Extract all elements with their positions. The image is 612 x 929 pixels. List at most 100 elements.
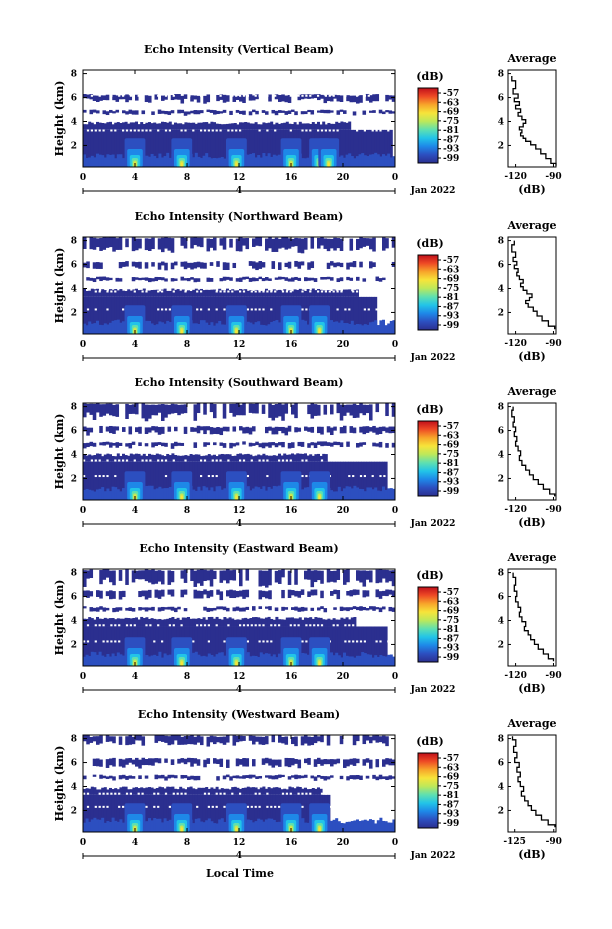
echo-band: [148, 656, 151, 666]
echo-patch: [326, 442, 331, 446]
gap-dot: [215, 308, 218, 311]
echo-patch: [369, 404, 373, 421]
echo-patch: [346, 404, 350, 413]
gap-dot: [106, 308, 109, 311]
gap-dot: [215, 792, 218, 795]
y-tick-label: 8: [71, 403, 77, 413]
echo-patch: [135, 757, 139, 767]
echo-patch: [245, 237, 250, 250]
echo-patch: [326, 569, 331, 583]
echo-cell: [301, 619, 305, 627]
echo-cell: [210, 616, 214, 627]
echo-patch: [369, 736, 373, 744]
echo-cell: [220, 461, 224, 500]
echo-cell: [122, 626, 125, 666]
echo-cell: [291, 291, 294, 297]
echo-cell: [283, 289, 287, 297]
echo-patch: [135, 735, 139, 741]
echo-patch: [307, 569, 311, 580]
echo-cell: [116, 453, 120, 462]
echo-patch: [193, 278, 198, 283]
echo-cell: [116, 794, 120, 832]
colorbar-unit: (dB): [416, 569, 443, 582]
echo-patch: [118, 758, 123, 767]
echo-patch: [141, 570, 146, 580]
gap-dot: [133, 601, 136, 604]
echo-patch: [118, 736, 123, 745]
echo-band: [166, 655, 170, 666]
gap-dot: [301, 792, 304, 795]
echo-patch: [248, 403, 253, 413]
echo-patch: [177, 758, 181, 764]
gap-dot: [356, 257, 359, 260]
echo-cell: [114, 794, 118, 832]
echo-patch: [248, 774, 253, 779]
echo-patch: [200, 237, 204, 248]
gap-dot: [363, 118, 366, 121]
gap-dot: [94, 435, 97, 438]
echo-patch: [248, 442, 253, 447]
echo-patch: [268, 403, 272, 418]
gap-dot: [285, 769, 288, 772]
echo-cell: [265, 296, 268, 334]
echo-cell: [106, 129, 110, 167]
y-axis-label: Height (km): [53, 580, 66, 656]
echo-patch: [255, 94, 259, 100]
echo-patch: [388, 775, 393, 780]
echo-band: [384, 489, 388, 500]
colorbar-tick-label: -81: [443, 293, 459, 303]
echo-cell: [197, 794, 201, 832]
echo-cell: [275, 455, 279, 462]
echo-patch: [148, 277, 152, 283]
echo-cell: [127, 455, 131, 462]
colorbar-tick-label: -63: [443, 431, 459, 441]
echo-band: [267, 153, 271, 167]
echo-patch: [154, 589, 159, 598]
echo-band: [371, 154, 375, 167]
gap-dot: [184, 612, 187, 615]
echo-patch: [180, 442, 185, 446]
avg-x-label: (dB): [518, 516, 545, 529]
echo-patch: [141, 607, 146, 610]
colorbar-tick-label: -93: [443, 810, 459, 820]
gap-dot: [387, 272, 390, 275]
echo-cell: [254, 787, 258, 795]
echo-patch: [365, 238, 370, 246]
gap-dot: [129, 612, 132, 615]
echo-cell: [163, 129, 167, 167]
echo-cell: [101, 787, 105, 795]
echo-band: [210, 821, 214, 832]
echo-cell: [223, 788, 227, 795]
gap-dot: [297, 94, 300, 97]
echo-band: [371, 489, 375, 500]
gap-dot: [227, 272, 230, 275]
echo-patch: [196, 569, 201, 584]
echo-cell: [158, 786, 162, 795]
echo-band: [200, 490, 203, 500]
gap-dot: [254, 448, 257, 451]
echo-band: [197, 323, 201, 334]
echo-patch: [115, 404, 120, 417]
echo-cell: [116, 290, 120, 297]
gap-dot: [94, 290, 97, 293]
gap-dot: [102, 272, 105, 275]
echo-patch: [96, 736, 100, 745]
gap-dot: [293, 612, 296, 615]
echo-cell: [319, 289, 323, 297]
echo-patch: [164, 442, 168, 447]
echo-cell: [267, 626, 271, 666]
echo-patch: [183, 736, 188, 745]
echo-patch: [92, 774, 97, 777]
echo-cell: [220, 129, 224, 167]
echo-band: [163, 156, 167, 167]
gap-dot: [285, 459, 288, 462]
echo-cell: [317, 288, 320, 297]
echo-patch: [261, 736, 266, 745]
echo-patch: [388, 426, 393, 434]
echo-band: [168, 157, 172, 167]
echo-patch: [131, 736, 136, 745]
echo-cell: [103, 296, 107, 334]
echo-patch: [206, 442, 211, 446]
echo-cell: [132, 787, 136, 795]
echo-patch: [226, 735, 230, 743]
